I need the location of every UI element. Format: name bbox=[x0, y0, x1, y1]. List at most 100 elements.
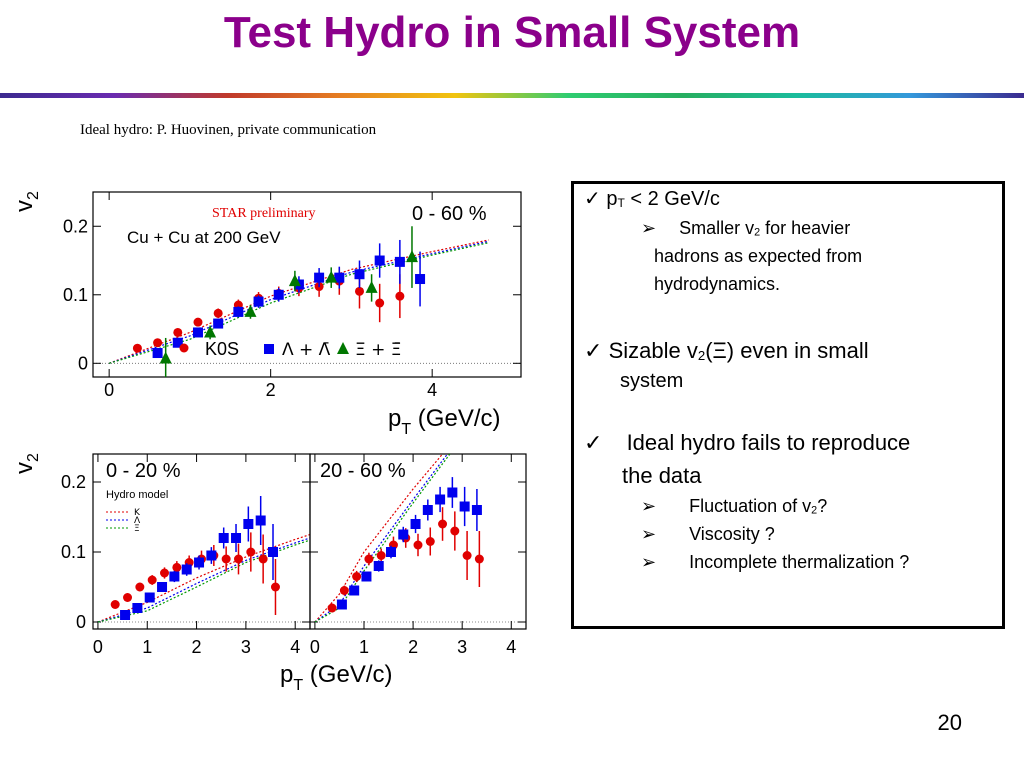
panel-label: 0 - 60 % bbox=[412, 203, 487, 225]
data-point-kshort bbox=[474, 554, 484, 564]
rainbow-divider bbox=[0, 93, 1024, 98]
data-point-lambda bbox=[206, 550, 217, 561]
data-point-lambda bbox=[373, 561, 384, 571]
data-point-kshort bbox=[270, 582, 280, 592]
chart-panel-0-20: 0 0.1 0.2 0 1 2 3 4 0 - 20 % Hydro model KΛΞ bbox=[61, 453, 311, 657]
data-point-kshort bbox=[450, 526, 460, 536]
data-point-lambda bbox=[415, 274, 426, 285]
top-ylabel: v2 bbox=[11, 191, 42, 212]
legend-marker-xi bbox=[337, 342, 349, 354]
check-icon: ✓ bbox=[584, 338, 603, 363]
arrow-bullet-icon: ➢ bbox=[641, 218, 657, 238]
hydro-curve-green bbox=[314, 454, 451, 623]
legend-marker-kshort bbox=[179, 343, 189, 353]
arrow-bullet-icon: ➢ bbox=[641, 496, 657, 516]
data-point-lambda bbox=[459, 501, 470, 512]
data-point-xi bbox=[204, 325, 217, 338]
x-tick-label: 0 bbox=[104, 380, 114, 400]
data-point-kshort bbox=[258, 554, 268, 564]
data-point-kshort bbox=[135, 582, 145, 592]
star-preliminary-label: STAR preliminary bbox=[212, 206, 315, 221]
data-point-lambda bbox=[152, 348, 163, 359]
legend-xi: Ξ + Ξ̄ bbox=[355, 340, 402, 360]
data-point-lambda bbox=[471, 505, 482, 515]
data-point-lambda bbox=[253, 296, 264, 307]
hydro-credit: Ideal hydro: P. Huovinen, private commun… bbox=[80, 122, 377, 138]
hydro-curve-blue bbox=[108, 240, 489, 364]
data-point-kshort bbox=[462, 551, 472, 560]
data-point-kshort bbox=[110, 600, 120, 609]
slide-title: Test Hydro in Small System bbox=[223, 8, 801, 57]
data-point-lambda bbox=[144, 592, 155, 603]
panel-label: 20 - 60 % bbox=[320, 460, 406, 482]
data-point-kshort bbox=[395, 291, 405, 301]
data-point-lambda bbox=[334, 272, 345, 283]
data-point-kshort bbox=[221, 554, 231, 564]
legend-marker-lambda bbox=[264, 344, 274, 354]
hydro-curve-red bbox=[314, 454, 444, 623]
data-point-lambda bbox=[273, 289, 284, 300]
data-point-kshort bbox=[172, 562, 182, 572]
notes-box: ✓ pT < 2 GeV/c ➢ Smaller v2 for heavier … bbox=[571, 181, 1005, 629]
x-tick-label: 1 bbox=[359, 637, 369, 657]
data-point-xi bbox=[405, 250, 418, 263]
data-point-kshort bbox=[160, 568, 170, 578]
data-point-kshort bbox=[132, 343, 142, 353]
data-point-lambda bbox=[374, 255, 385, 266]
y-tick-label: 0.2 bbox=[61, 472, 86, 492]
data-point-kshort bbox=[413, 540, 423, 550]
data-point-kshort bbox=[246, 547, 256, 557]
data-point-xi bbox=[288, 274, 301, 287]
bottom-ylabel: v2 bbox=[11, 453, 42, 474]
system-label: Cu + Cu at 200 GeV bbox=[127, 228, 281, 247]
x-tick-label: 1 bbox=[142, 637, 152, 657]
data-point-kshort bbox=[213, 308, 223, 318]
data-point-lambda bbox=[218, 533, 229, 543]
data-point-lambda bbox=[169, 571, 180, 582]
panel-label: 0 - 20 % bbox=[106, 460, 181, 482]
y-tick-label: 0 bbox=[76, 612, 86, 632]
data-point-xi bbox=[244, 304, 257, 317]
note-smaller-v2: ➢ Smaller v2 for heavier bbox=[641, 218, 851, 239]
data-point-xi bbox=[325, 270, 338, 283]
chart-panel-0-60: 0 0.1 0.2 0 2 4 0 - 60 % STAR preliminary Cu + C… bbox=[63, 191, 522, 400]
data-point-lambda bbox=[132, 603, 143, 613]
y-tick-label: 0 bbox=[78, 353, 88, 373]
note-pt-cut: ✓ pT < 2 GeV/c bbox=[584, 188, 720, 210]
note-fluctuation: ➢ Fluctuation of v2? bbox=[641, 496, 828, 517]
check-icon: ✓ bbox=[584, 188, 601, 210]
plot-frame bbox=[92, 191, 522, 378]
data-point-lambda bbox=[231, 533, 242, 543]
note-sizable-v2-line2: system bbox=[620, 370, 684, 392]
data-point-lambda bbox=[314, 272, 325, 283]
data-point-kshort bbox=[233, 554, 243, 564]
data-point-lambda bbox=[213, 318, 224, 329]
x-tick-label: 4 bbox=[506, 637, 516, 657]
arrow-bullet-icon: ➢ bbox=[641, 524, 657, 544]
arrow-bullet-icon: ➢ bbox=[641, 552, 657, 572]
top-xlabel: pT (GeV/c) bbox=[388, 405, 500, 438]
note-thermalization: ➢ Incomplete thermalization ? bbox=[641, 552, 910, 572]
chart-panel-20-60: 0 1 2 3 4 20 - 60 % bbox=[309, 453, 527, 657]
data-point-kshort bbox=[173, 327, 183, 337]
data-point-kshort bbox=[153, 338, 163, 348]
data-point-lambda bbox=[255, 515, 266, 526]
data-point-lambda bbox=[120, 610, 131, 620]
note-hydro-fails-line2: the data bbox=[622, 463, 702, 488]
hydro-curve-red bbox=[108, 239, 489, 364]
hydro-legend-label: Λ bbox=[134, 516, 141, 526]
page-number: 20 bbox=[937, 710, 962, 735]
note-smaller-v2-line2: hadrons as expected from bbox=[654, 246, 863, 266]
note-hydro-fails: ✓ Ideal hydro fails to reproduce bbox=[584, 430, 911, 455]
data-point-kshort bbox=[327, 603, 337, 613]
data-point-lambda bbox=[194, 557, 205, 568]
data-point-kshort bbox=[438, 519, 448, 529]
plot-frame bbox=[309, 453, 527, 630]
data-point-lambda bbox=[268, 547, 279, 557]
data-point-kshort bbox=[147, 575, 157, 585]
hydro-curve-green bbox=[97, 539, 310, 623]
data-point-lambda bbox=[361, 571, 372, 582]
data-point-xi bbox=[159, 351, 172, 364]
hydro-curve-blue bbox=[97, 537, 310, 623]
